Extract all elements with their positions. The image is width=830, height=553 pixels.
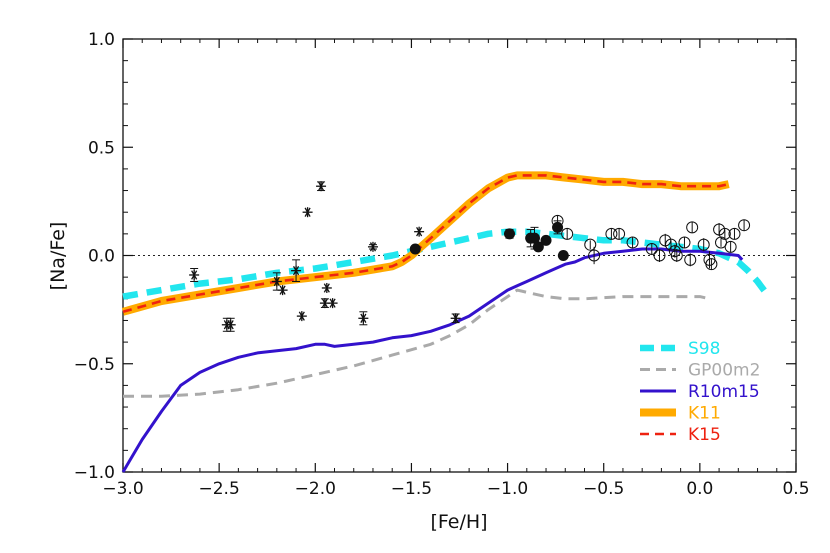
y-tick-label: −0.5 xyxy=(74,355,115,375)
y-axis-title: [Na/Fe] xyxy=(47,222,69,291)
open-point xyxy=(665,238,678,251)
open-point xyxy=(584,238,597,251)
y-tick-label: −1.0 xyxy=(74,463,115,483)
star-point xyxy=(271,276,282,287)
star-point xyxy=(316,181,327,192)
legend-label-r10m15: R10m15 xyxy=(688,382,760,402)
y-tick-label: 0.5 xyxy=(88,138,115,158)
legend-label-s98: S98 xyxy=(688,339,720,359)
curve-gp00m2 xyxy=(123,288,710,398)
star-point xyxy=(321,282,332,293)
x-tick-label: −3.0 xyxy=(102,479,143,499)
curve-k15 xyxy=(122,174,729,314)
filled-point xyxy=(540,234,552,246)
filled-point xyxy=(532,241,544,253)
y-tick-label: 0.0 xyxy=(88,247,115,267)
x-tick-label: 0.0 xyxy=(686,479,713,499)
legend-label-k11: K11 xyxy=(688,404,721,424)
filled-point xyxy=(528,232,540,244)
curve-r10m15 xyxy=(121,247,744,473)
x-tick-label: −1.0 xyxy=(487,479,528,499)
star-point xyxy=(291,265,302,276)
filled-point xyxy=(409,243,421,255)
filled-point xyxy=(552,221,564,233)
star-point xyxy=(450,313,461,324)
x-axis-title: [Fe/H] xyxy=(430,511,487,533)
legend-label-gp00m2: GP00m2 xyxy=(688,361,760,381)
legend-label-k15: K15 xyxy=(688,425,721,445)
filled-point xyxy=(557,250,569,261)
star-point xyxy=(367,241,378,252)
star-point xyxy=(414,226,425,237)
star-point xyxy=(358,313,369,324)
x-tick-label: −2.5 xyxy=(199,479,240,499)
filled-point xyxy=(503,228,515,240)
data-points xyxy=(189,181,751,332)
y-tick-label: 1.0 xyxy=(88,30,115,50)
star-point xyxy=(225,319,236,330)
x-tick-label: −1.5 xyxy=(391,479,432,499)
x-tick-label: 0.5 xyxy=(782,479,809,499)
model-curves xyxy=(121,171,770,473)
star-point xyxy=(296,311,307,322)
star-point xyxy=(302,207,313,218)
axis-ticks: −3.0 −2.5 −2.0 −1.5 −1.0 −0.5 0.0 0.5 −1.0 −0.5 0.… xyxy=(74,30,810,499)
open-point xyxy=(718,227,731,240)
star-point xyxy=(277,285,288,296)
x-tick-label: −0.5 xyxy=(583,479,624,499)
x-tick-label: −2.0 xyxy=(295,479,336,499)
star-point xyxy=(189,269,200,280)
star-point xyxy=(327,298,338,309)
